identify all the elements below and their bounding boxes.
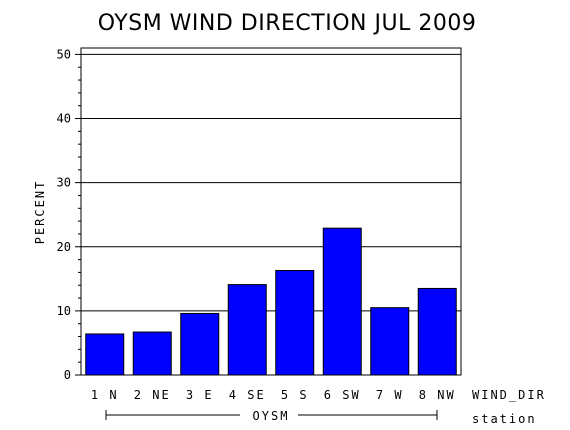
y-axis: 0 10 20 30 40 50 <box>57 47 81 382</box>
bar <box>417 287 457 376</box>
bar <box>227 284 267 376</box>
x-tick-label: 2 NE <box>134 388 171 402</box>
x-tick-label: 7 W <box>376 388 404 402</box>
y-tick-label: 20 <box>57 240 71 254</box>
bar <box>85 333 125 376</box>
group-axis-label: station <box>472 412 537 426</box>
y-tick-label: 10 <box>57 304 71 318</box>
bar <box>370 307 410 376</box>
bar <box>275 269 315 376</box>
bar <box>132 331 172 376</box>
x-tick-label: 1 N <box>91 388 119 402</box>
x-tick-label: 3 E <box>186 388 214 402</box>
gridlines <box>81 53 461 312</box>
x-tick-label: 5 S <box>281 388 309 402</box>
group-label-backdrop <box>240 408 298 422</box>
x-tick-label: 8 NW <box>419 388 456 402</box>
x-tick-label: 4 SE <box>229 388 266 402</box>
group-label: OYSM <box>253 409 290 423</box>
bar <box>322 227 362 376</box>
y-tick-label: 40 <box>57 112 71 126</box>
x-tick-label: 6 SW <box>324 388 361 402</box>
y-axis-label: PERCENT <box>33 180 47 245</box>
x-axis: 1 N 2 NE 3 E 4 SE 5 S 6 SW 7 W 8 NW <box>91 388 456 402</box>
plot-frame <box>80 47 462 376</box>
bars <box>85 227 457 376</box>
bar <box>180 312 220 376</box>
y-tick-label: 30 <box>57 176 71 190</box>
y-tick-label: 0 <box>64 368 71 382</box>
chart-title: OYSM WIND DIRECTION JUL 2009 <box>98 11 477 36</box>
y-tick-label: 50 <box>57 47 71 61</box>
x-axis-label: WIND_DIR <box>472 388 546 402</box>
